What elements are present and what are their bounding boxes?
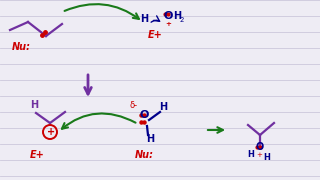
Text: H: H bbox=[247, 150, 254, 159]
Text: H: H bbox=[30, 100, 38, 110]
Text: H: H bbox=[173, 11, 181, 21]
Text: Nu:: Nu: bbox=[12, 42, 31, 52]
Text: E+: E+ bbox=[30, 150, 45, 160]
Text: +: + bbox=[256, 152, 262, 158]
Text: E+: E+ bbox=[148, 30, 163, 40]
Text: Nu:: Nu: bbox=[135, 150, 154, 160]
Text: O: O bbox=[140, 110, 149, 120]
Text: H: H bbox=[146, 134, 154, 144]
Text: H: H bbox=[263, 153, 270, 162]
Text: O: O bbox=[163, 11, 172, 21]
Text: +: + bbox=[47, 127, 56, 137]
Text: 2: 2 bbox=[180, 17, 184, 23]
Text: H: H bbox=[159, 102, 167, 112]
Text: δ-: δ- bbox=[130, 101, 138, 110]
Text: O: O bbox=[256, 142, 264, 152]
Text: +: + bbox=[165, 21, 171, 27]
Text: H: H bbox=[140, 14, 148, 24]
